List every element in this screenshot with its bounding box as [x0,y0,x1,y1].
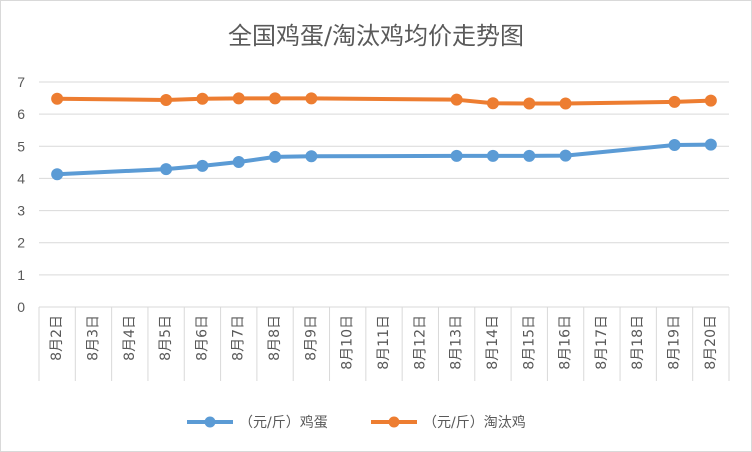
x-tick-label: 8月5日 [158,315,174,361]
x-tick-label: 8月13日 [449,315,465,370]
y-tick-label-5: 5 [17,138,25,154]
data-point-0 [668,139,681,151]
data-point-1 [704,94,717,107]
data-point-1 [450,93,463,106]
series-lines [51,92,717,181]
x-tick-label: 8月15日 [521,315,537,370]
chart-title: 全国鸡蛋/淘汰鸡均价走势图 [228,22,524,50]
data-point-0 [450,149,463,162]
data-point-0 [486,149,499,162]
series-line-1 [55,96,713,106]
x-tick-label: 8月12日 [412,315,428,370]
data-point-1 [160,94,173,106]
series-line-0 [55,142,713,177]
data-point-1 [559,97,572,110]
data-point-1 [523,97,536,110]
data-point-1 [305,92,318,105]
y-tick-label-1: 1 [17,267,25,283]
x-tick-label: 8月7日 [231,315,247,361]
data-point-0 [160,163,173,176]
data-point-0 [196,159,209,172]
data-point-1 [486,97,499,110]
x-tick-label: 8月2日 [49,315,65,361]
x-tick-label: 8月20日 [703,315,719,370]
legend-label-0: （元/斤）鸡蛋 [239,414,328,431]
data-point-1 [51,92,64,105]
x-tick-label: 8月4日 [122,315,138,361]
data-point-0 [269,150,282,163]
x-tick-label: 8月6日 [194,315,210,361]
data-point-0 [51,168,64,181]
legend-marker-0 [204,416,216,428]
x-tick-label: 8月16日 [558,315,574,370]
data-point-0 [704,138,717,151]
data-point-1 [196,92,209,105]
y-tick-label-0: 0 [17,299,25,315]
x-tick-label: 8月9日 [303,315,319,361]
axes: 0 1 2 3 4 5 6 7 8月2日 8月3日 8月4日 8月5日 8月6日 8月7日 8月8日 8月9日… [17,74,730,381]
x-tick-label: 8月10日 [340,315,356,370]
data-point-0 [523,149,536,162]
data-point-0 [559,149,572,162]
data-point-1 [269,92,282,105]
gridlines [39,81,729,308]
x-tick-label: 8月11日 [376,315,392,370]
legend-marker-1 [388,416,400,428]
x-tick-label: 8月8日 [267,315,283,361]
x-tick-label: 8月14日 [485,315,501,370]
data-point-0 [305,150,318,163]
y-tick-label-7: 7 [17,74,25,90]
x-tick-label: 8月19日 [667,315,683,370]
y-tick-label-3: 3 [17,203,25,219]
data-point-0 [232,156,245,169]
y-tick-label-4: 4 [17,170,25,186]
legend: （元/斤）鸡蛋 （元/斤）淘汰鸡 [187,414,526,431]
y-tick-label-6: 6 [17,106,25,122]
x-tick-label: 8月3日 [85,315,101,361]
legend-label-1: （元/斤）淘汰鸡 [423,414,526,431]
data-point-1 [232,92,245,105]
x-tick-label: 8月17日 [594,315,610,370]
y-tick-label-2: 2 [17,235,25,251]
data-point-1 [668,95,681,108]
x-tick-label: 8月18日 [630,315,646,370]
